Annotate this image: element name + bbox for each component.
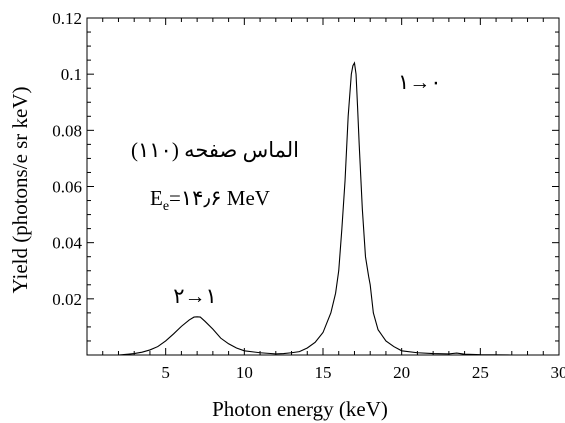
y-axis-title: Yield (photons/e sr keV) <box>8 86 32 293</box>
beam-energy-label: Ee=۱۴٫۶ MeV <box>150 186 270 214</box>
x-tick-label: 15 <box>315 363 332 382</box>
yield-series-line <box>87 61 559 356</box>
axis-tick-labels: 5 10 15 20 25 30 0.02 0.04 0.06 0.08 0.1 0.12 <box>52 9 565 382</box>
y-tick-label: 0.1 <box>61 65 82 84</box>
y-tick-label: 0.12 <box>52 9 82 28</box>
y-tick-label: 0.04 <box>52 234 82 253</box>
peak-2-1-label: ۲→۱ <box>173 284 217 308</box>
crystal-plane-label: الماس صفحه (۱۱۰) <box>131 138 299 163</box>
x-tick-label: 25 <box>472 363 489 382</box>
energy-value: =۱۴٫۶ MeV <box>169 186 270 210</box>
y-tick-label: 0.06 <box>52 178 82 197</box>
axis-ticks <box>87 18 559 355</box>
energy-subscript: e <box>163 199 169 214</box>
x-tick-label: 20 <box>393 363 410 382</box>
y-tick-label: 0.02 <box>52 290 82 309</box>
x-tick-label: 10 <box>236 363 253 382</box>
energy-symbol: E <box>150 186 163 210</box>
x-tick-label: 30 <box>551 363 565 382</box>
x-axis-title: Photon energy (keV) <box>212 397 388 421</box>
x-tick-label: 5 <box>161 363 170 382</box>
peak-1-0-label: ۱→۰ <box>398 70 442 94</box>
y-tick-label: 0.08 <box>52 121 82 140</box>
